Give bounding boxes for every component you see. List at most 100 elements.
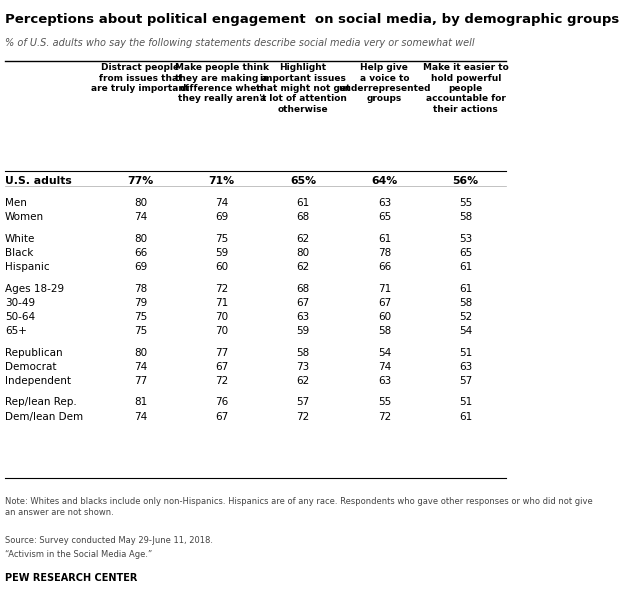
Text: Democrat: Democrat (5, 362, 57, 371)
Text: 65: 65 (378, 212, 391, 222)
Text: Make it easier to
hold powerful
people
accountable for
their actions: Make it easier to hold powerful people a… (423, 63, 508, 114)
Text: Make people think
they are making a
difference when
they really aren't: Make people think they are making a diff… (175, 63, 269, 103)
Text: 55: 55 (459, 198, 472, 208)
Text: 59: 59 (215, 247, 228, 258)
Text: 61: 61 (459, 412, 472, 421)
Text: 51: 51 (459, 348, 472, 358)
Text: 74: 74 (134, 212, 147, 222)
Text: 50-64: 50-64 (5, 312, 35, 322)
Text: White: White (5, 233, 36, 244)
Text: 61: 61 (459, 283, 472, 294)
Text: 78: 78 (134, 283, 147, 294)
Text: 67: 67 (215, 362, 228, 371)
Text: Ages 18-29: Ages 18-29 (5, 283, 64, 294)
Text: 74: 74 (134, 362, 147, 371)
Text: 72: 72 (296, 412, 310, 421)
Text: Distract people
from issues that
are truly important: Distract people from issues that are tru… (91, 63, 190, 93)
Text: 63: 63 (296, 312, 310, 322)
Text: 69: 69 (215, 212, 228, 222)
Text: 80: 80 (134, 198, 147, 208)
Text: Women: Women (5, 212, 44, 222)
Text: 75: 75 (134, 312, 147, 322)
Text: 77: 77 (134, 376, 147, 385)
Text: 81: 81 (134, 398, 147, 407)
Text: 54: 54 (459, 326, 472, 336)
Text: 59: 59 (296, 326, 310, 336)
Text: 68: 68 (296, 283, 310, 294)
Text: 72: 72 (215, 376, 228, 385)
Text: 60: 60 (378, 312, 391, 322)
Text: 51: 51 (459, 398, 472, 407)
Text: 71: 71 (215, 297, 228, 308)
Text: 80: 80 (296, 247, 310, 258)
Text: Highlight
important issues
that might not get
a lot of attention
otherwise: Highlight important issues that might no… (256, 63, 350, 114)
Text: 71: 71 (378, 283, 391, 294)
Text: Dem/lean Dem: Dem/lean Dem (5, 412, 83, 421)
Text: 70: 70 (215, 312, 228, 322)
Text: 67: 67 (378, 297, 391, 308)
Text: 75: 75 (134, 326, 147, 336)
Text: 72: 72 (215, 283, 228, 294)
Text: 62: 62 (296, 233, 310, 244)
Text: Rep/lean Rep.: Rep/lean Rep. (5, 398, 77, 407)
Text: Note: Whites and blacks include only non-Hispanics. Hispanics are of any race. R: Note: Whites and blacks include only non… (5, 497, 593, 517)
Text: 71%: 71% (209, 176, 235, 186)
Text: 65%: 65% (290, 176, 316, 186)
Text: 67: 67 (215, 412, 228, 421)
Text: 80: 80 (134, 348, 147, 358)
Text: PEW RESEARCH CENTER: PEW RESEARCH CENTER (5, 573, 138, 582)
Text: 73: 73 (296, 362, 310, 371)
Text: Men: Men (5, 198, 27, 208)
Text: Perceptions about political engagement  on social media, by demographic groups: Perceptions about political engagement o… (5, 13, 619, 26)
Text: 79: 79 (134, 297, 147, 308)
Text: 62: 62 (296, 261, 310, 272)
Text: 74: 74 (215, 198, 228, 208)
Text: 66: 66 (134, 247, 147, 258)
Text: 58: 58 (459, 297, 472, 308)
Text: 58: 58 (378, 326, 391, 336)
Text: 65: 65 (459, 247, 472, 258)
Text: 58: 58 (296, 348, 310, 358)
Text: Independent: Independent (5, 376, 71, 385)
Text: 78: 78 (378, 247, 391, 258)
Text: 75: 75 (215, 233, 228, 244)
Text: 80: 80 (134, 233, 147, 244)
Text: 61: 61 (378, 233, 391, 244)
Text: 69: 69 (134, 261, 147, 272)
Text: Hispanic: Hispanic (5, 261, 50, 272)
Text: Help give
a voice to
underrepresented
groups: Help give a voice to underrepresented gr… (338, 63, 431, 103)
Text: 70: 70 (215, 326, 228, 336)
Text: 77%: 77% (127, 176, 154, 186)
Text: Source: Survey conducted May 29-June 11, 2018.: Source: Survey conducted May 29-June 11,… (5, 536, 213, 545)
Text: 64%: 64% (371, 176, 397, 186)
Text: 60: 60 (215, 261, 228, 272)
Text: 58: 58 (459, 212, 472, 222)
Text: 52: 52 (459, 312, 472, 322)
Text: 63: 63 (378, 376, 391, 385)
Text: 61: 61 (296, 198, 310, 208)
Text: 30-49: 30-49 (5, 297, 35, 308)
Text: Black: Black (5, 247, 34, 258)
Text: 74: 74 (378, 362, 391, 371)
Text: U.S. adults: U.S. adults (5, 176, 72, 186)
Text: 57: 57 (459, 376, 472, 385)
Text: 57: 57 (296, 398, 310, 407)
Text: 63: 63 (378, 198, 391, 208)
Text: 55: 55 (378, 398, 391, 407)
Text: 72: 72 (378, 412, 391, 421)
Text: “Activism in the Social Media Age.”: “Activism in the Social Media Age.” (5, 550, 152, 559)
Text: 53: 53 (459, 233, 472, 244)
Text: 68: 68 (296, 212, 310, 222)
Text: 61: 61 (459, 261, 472, 272)
Text: 56%: 56% (453, 176, 479, 186)
Text: 76: 76 (215, 398, 228, 407)
Text: 54: 54 (378, 348, 391, 358)
Text: 74: 74 (134, 412, 147, 421)
Text: 77: 77 (215, 348, 228, 358)
Text: 63: 63 (459, 362, 472, 371)
Text: % of U.S. adults who say the following statements describe social media very or : % of U.S. adults who say the following s… (5, 38, 475, 47)
Text: 62: 62 (296, 376, 310, 385)
Text: 66: 66 (378, 261, 391, 272)
Text: 67: 67 (296, 297, 310, 308)
Text: 65+: 65+ (5, 326, 27, 336)
